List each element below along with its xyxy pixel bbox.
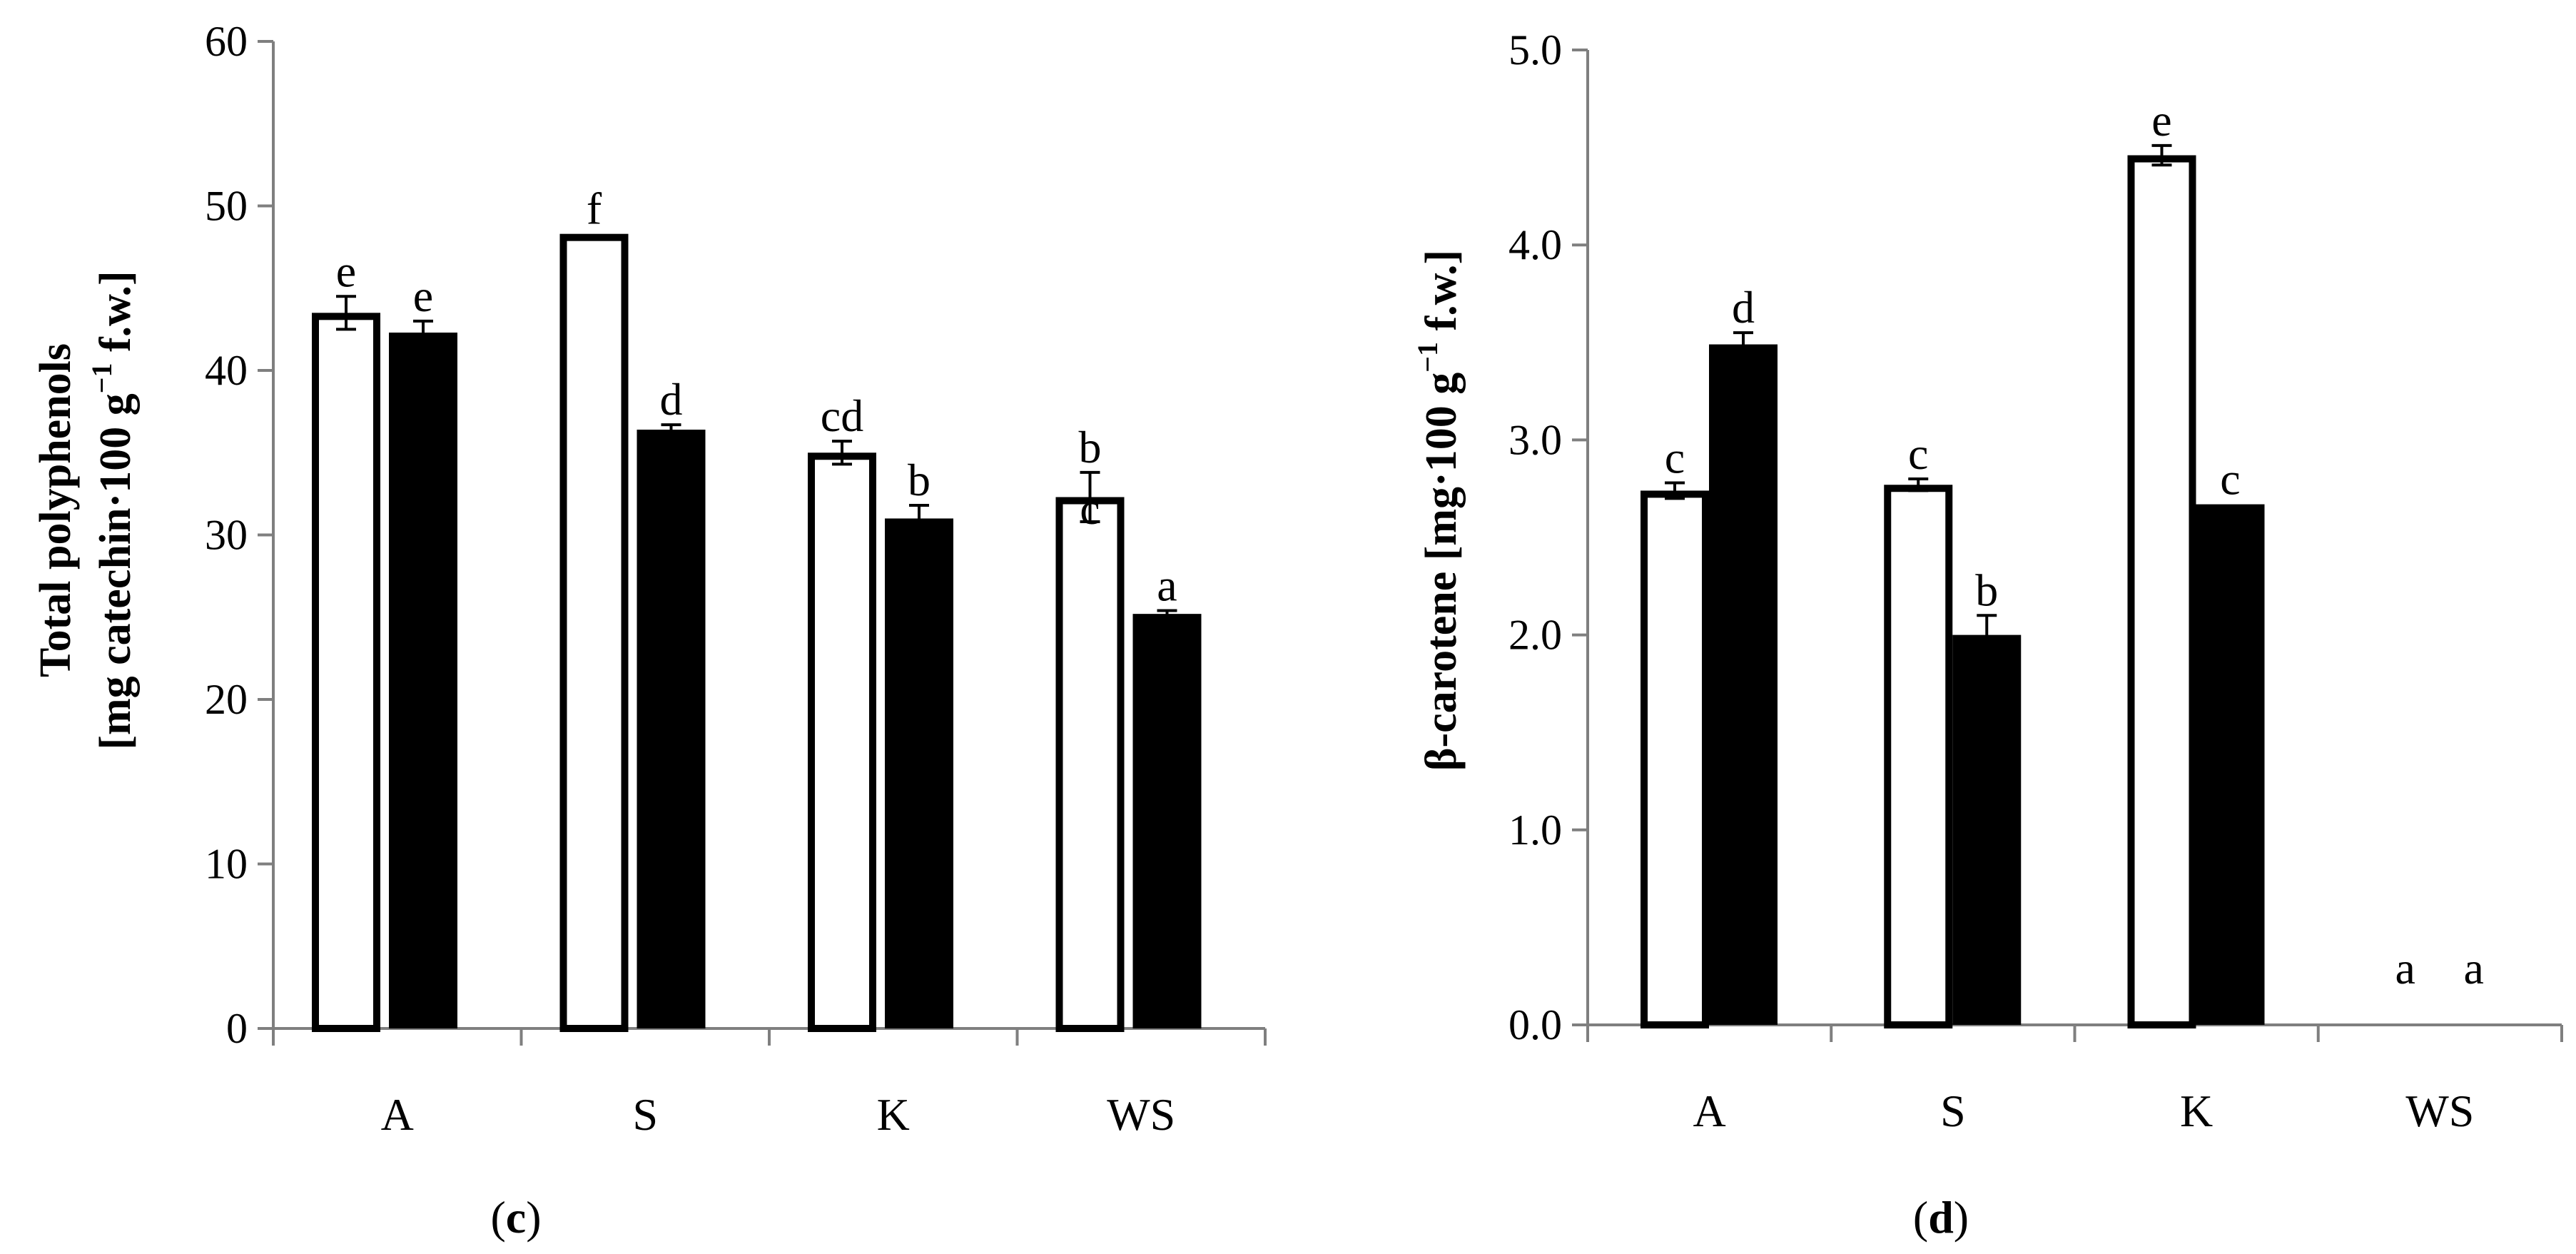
x-tick-label: A <box>381 1089 414 1140</box>
bar-filled <box>2196 504 2265 1025</box>
significance-letter: b <box>1079 422 1102 472</box>
bar-open <box>808 452 876 1032</box>
significance-letter: a <box>1157 560 1177 611</box>
significance-letter: c <box>2220 454 2240 505</box>
significance-letter: c <box>1665 433 1685 483</box>
y-tick-label: 30 <box>205 512 248 559</box>
bar-filled <box>1132 614 1202 1028</box>
chart-panel-d: 0.0 1.0 2.0 3.0 4.0 5.0 A S K WS c c e a d b c a β-carot… <box>1411 26 2563 1243</box>
bars-c <box>312 233 1202 1032</box>
x-tick-label: K <box>2180 1086 2213 1136</box>
x-tick-label: WS <box>1107 1089 1175 1140</box>
y-axis-title-line2-c: [mg catechin·100 g−1 f.w.] <box>86 270 140 749</box>
y-tick-label: 50 <box>205 183 248 230</box>
bars-d <box>1641 143 2265 1029</box>
significance-letter: c <box>1080 483 1100 534</box>
bar-filled <box>885 518 953 1028</box>
x-tick-label: S <box>1940 1086 1966 1136</box>
significance-letter: a <box>2395 943 2415 993</box>
bar-open <box>1884 485 1953 1028</box>
y-tick-label: 3.0 <box>1508 416 1562 463</box>
y-tick-label: 10 <box>205 841 248 888</box>
significance-letter: c <box>1908 428 1928 479</box>
axes-d: 0.0 1.0 2.0 3.0 4.0 5.0 A S K WS <box>1508 26 2563 1136</box>
bar-open <box>559 233 629 1032</box>
panel-label-c: (c) <box>490 1192 541 1243</box>
x-tick-label: K <box>877 1089 910 1140</box>
y-axis-title-d-sup: −1 <box>1411 342 1444 373</box>
bar-filled <box>1709 344 1778 1026</box>
y-axis-title-line2-c-main: [mg catechin·100 g <box>91 393 140 749</box>
panel-label-d: (d) <box>1913 1192 1969 1243</box>
significance-letter: e <box>336 246 356 296</box>
y-tick-label: 0 <box>226 1005 248 1052</box>
bar-filled <box>637 429 706 1028</box>
labels-d: c c e a d b c a <box>1665 95 2484 993</box>
x-tick-label: A <box>1693 1086 1726 1136</box>
bar-open <box>1055 497 1125 1032</box>
y-tick-label: 60 <box>205 18 248 65</box>
y-axis-title-d-main: β-carotene [mg·100 g <box>1417 373 1466 771</box>
y-axis-title-line2-c-sup: −1 <box>86 363 118 393</box>
axes-c: 0 10 20 30 40 50 60 A S K WS <box>205 18 1267 1140</box>
significance-letter: e <box>413 270 433 321</box>
bar-open <box>2127 155 2196 1029</box>
significance-letter: b <box>1975 565 1998 615</box>
significance-letter: cd <box>821 390 863 441</box>
y-axis-title-d-end: f.w.] <box>1417 250 1466 342</box>
y-tick-label: 5.0 <box>1508 26 1562 74</box>
significance-letter: f <box>587 183 602 234</box>
bar-open <box>1641 490 1709 1028</box>
y-tick-label: 2.0 <box>1508 612 1562 659</box>
significance-letter: a <box>2464 943 2484 993</box>
y-tick-label: 20 <box>205 676 248 723</box>
panel-letter-d: d <box>1928 1192 1954 1243</box>
x-tick-label: WS <box>2405 1086 2474 1136</box>
y-tick-label: 40 <box>205 347 248 394</box>
y-axis-title-d: β-carotene [mg·100 g−1 f.w.] <box>1411 250 1466 771</box>
bar-open <box>312 313 380 1032</box>
y-tick-label: 0.0 <box>1508 1001 1562 1048</box>
bar-filled <box>1952 634 2022 1025</box>
significance-letter: e <box>2151 95 2171 146</box>
y-tick-label: 1.0 <box>1508 806 1562 854</box>
significance-letter: d <box>1732 282 1755 333</box>
y-tick-label: 4.0 <box>1508 221 1562 268</box>
panel-letter-c: c <box>506 1192 526 1243</box>
y-axis-title-line2-c-end: f.w.] <box>91 270 140 363</box>
significance-letter: b <box>908 455 930 505</box>
bar-filled <box>389 332 457 1028</box>
y-axis-title-line1-c: Total polyphenols <box>31 343 80 677</box>
significance-letter: d <box>660 374 683 425</box>
x-tick-label: S <box>632 1089 658 1140</box>
